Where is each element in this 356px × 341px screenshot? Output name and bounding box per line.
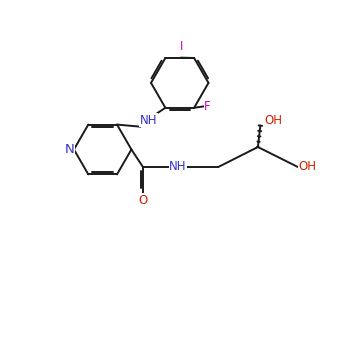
Text: OH: OH	[265, 114, 283, 127]
Text: O: O	[138, 194, 148, 207]
Text: NH: NH	[140, 114, 157, 127]
Text: I: I	[180, 40, 183, 53]
Text: F: F	[204, 100, 211, 113]
Text: N: N	[65, 143, 75, 156]
Text: NH: NH	[169, 161, 187, 174]
Text: OH: OH	[299, 161, 317, 174]
